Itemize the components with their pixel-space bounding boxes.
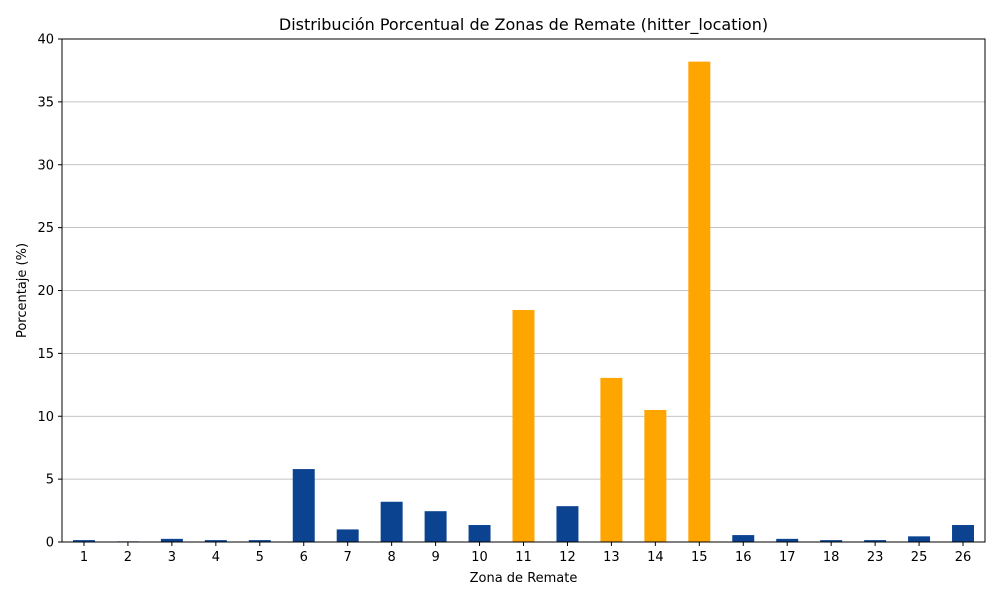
- bar-zona-23: [864, 540, 887, 542]
- x-tick-label: 14: [647, 550, 664, 565]
- bar-zona-15: [688, 61, 711, 542]
- bar-zona-8: [380, 501, 403, 542]
- y-tick-label: 0: [46, 536, 54, 551]
- x-tick-label: 9: [431, 550, 439, 565]
- x-tick-label: 7: [344, 550, 352, 565]
- x-tick-label: 13: [603, 550, 620, 565]
- bar-zona-13: [600, 377, 623, 542]
- x-tick-label: 3: [168, 550, 176, 565]
- x-tick-label: 23: [867, 550, 884, 565]
- y-axis: 0 5 10 15 20 25 30 35 40: [37, 33, 62, 551]
- bar-zona-14: [644, 409, 667, 542]
- x-tick-label: 16: [735, 550, 752, 565]
- x-tick-label: 26: [955, 550, 972, 565]
- x-axis-label: Zona de Remate: [470, 571, 578, 586]
- bar-zona-3: [160, 538, 183, 542]
- bar-zona-16: [732, 535, 755, 542]
- chart-title: Distribución Porcentual de Zonas de Rema…: [279, 15, 768, 35]
- bar-zona-11: [512, 309, 535, 542]
- x-tick-label: 1: [80, 550, 88, 565]
- y-tick-label: 40: [37, 33, 54, 48]
- y-tick-label: 25: [37, 221, 54, 236]
- x-tick-label: 17: [779, 550, 796, 565]
- y-tick-label: 20: [37, 284, 54, 299]
- x-tick-label: 15: [691, 550, 708, 565]
- x-tick-label: 6: [300, 550, 308, 565]
- bar-zona-18: [820, 540, 843, 542]
- bar-zona-12: [556, 506, 579, 542]
- bar-zona-4: [204, 540, 227, 542]
- x-tick-label: 2: [124, 550, 132, 565]
- y-tick-label: 5: [46, 473, 54, 488]
- bar-zona-1: [72, 540, 95, 542]
- x-tick-label: 5: [256, 550, 264, 565]
- bar-zona-5: [248, 540, 271, 542]
- x-tick-label: 18: [823, 550, 840, 565]
- bar-zona-26: [952, 525, 975, 542]
- x-tick-label: 8: [388, 550, 396, 565]
- bars: [72, 61, 975, 542]
- y-tick-label: 15: [37, 347, 54, 362]
- bar-zona-10: [468, 525, 491, 542]
- x-tick-label: 25: [911, 550, 928, 565]
- y-tick-label: 35: [37, 95, 54, 110]
- x-tick-label: 12: [559, 550, 576, 565]
- y-tick-label: 10: [37, 410, 54, 425]
- y-tick-label: 30: [37, 158, 54, 173]
- bar-zona-6: [292, 469, 315, 542]
- x-tick-label: 11: [515, 550, 532, 565]
- x-tick-label: 10: [471, 550, 488, 565]
- bar-zona-17: [776, 538, 799, 542]
- bar-zona-25: [908, 536, 931, 542]
- bar-zona-7: [336, 529, 359, 542]
- x-axis: 1 2 3 4 5 6 7 8 9 10 11 12 13 14 15 16 17 18 23 25 26: [80, 542, 971, 565]
- x-tick-label: 4: [212, 550, 220, 565]
- bar-zona-9: [424, 511, 447, 542]
- y-axis-label: Porcentaje (%): [15, 243, 30, 338]
